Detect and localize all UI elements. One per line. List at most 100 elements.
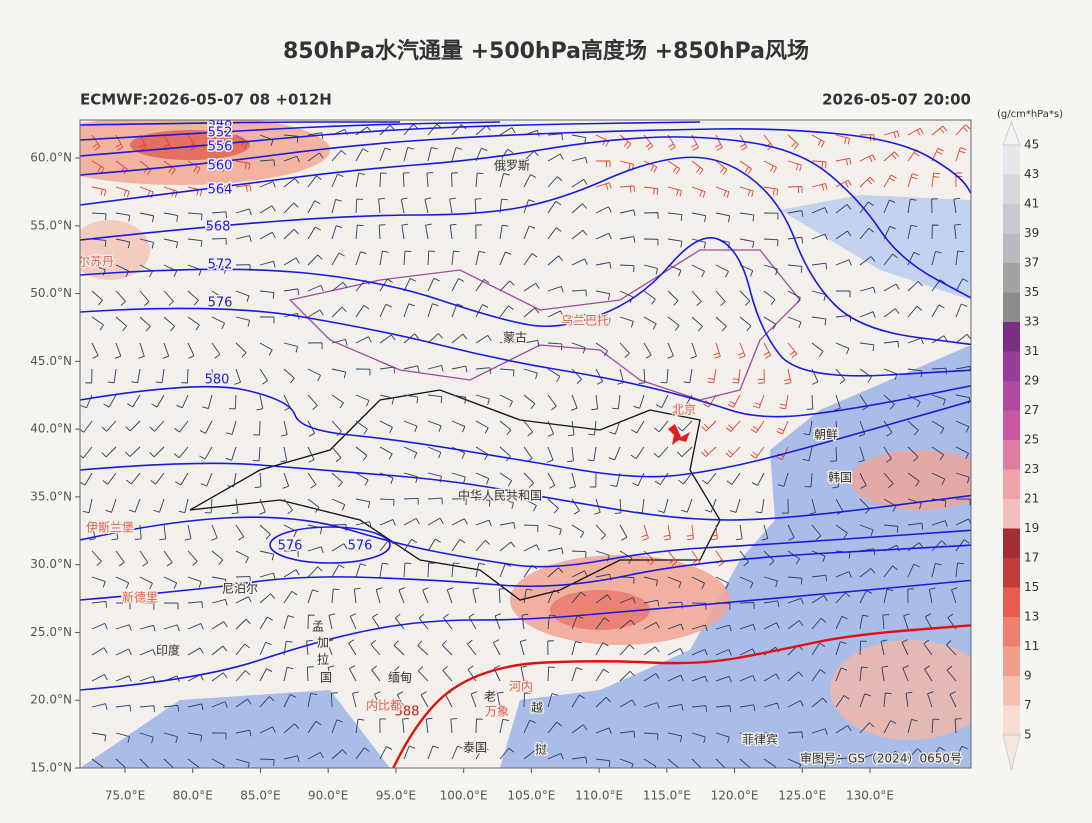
wind-barb [883, 253, 898, 266]
wind-barb [307, 692, 318, 708]
wind-barb [608, 446, 621, 461]
wind-barb [859, 176, 875, 188]
wind-barb [348, 665, 357, 682]
wind-barb [85, 368, 93, 384]
wind-barb [715, 649, 732, 656]
wind-barb [803, 420, 813, 436]
wind-barb [187, 647, 204, 656]
wind-barb [355, 368, 371, 376]
wind-barb [523, 394, 536, 409]
wind-barb [91, 316, 104, 331]
wind-barb [331, 150, 347, 162]
wind-barb [162, 342, 170, 359]
wind-barb [547, 666, 555, 682]
wind-barb [667, 732, 683, 743]
wind-barb [441, 640, 453, 656]
wind-barb [859, 256, 876, 266]
wind-barb [859, 498, 871, 514]
wind-barb [475, 718, 483, 734]
lon-tick-label: 115.0°E [643, 789, 691, 803]
wind-barb [375, 587, 383, 604]
lon-tick-label: 105.0°E [507, 789, 555, 803]
wind-barb [403, 147, 414, 162]
height-contour-588 [392, 624, 971, 768]
wind-barb [163, 316, 175, 332]
wind-barb [571, 178, 588, 188]
place-label: 伊斯兰堡 [86, 520, 134, 535]
wind-barb [595, 342, 608, 357]
wind-barb [763, 600, 780, 608]
wind-barb [835, 259, 852, 266]
wind-barb [259, 668, 273, 682]
wind-barb [571, 756, 588, 764]
place-label: 尼泊尔 [222, 581, 258, 596]
wind-barb [379, 718, 387, 734]
wind-barb [425, 223, 432, 240]
wind-barb [523, 253, 538, 266]
wind-barb [859, 227, 875, 240]
wind-barb [907, 224, 918, 240]
moisture-area [850, 450, 971, 510]
wind-barb [859, 666, 868, 682]
wind-barb [331, 719, 343, 734]
wind-barb [955, 250, 964, 266]
wind-barb [499, 224, 509, 240]
wind-barb [155, 368, 165, 384]
ocean-west [80, 690, 390, 768]
title: 850hPa水汽通量 +500hPa高度场 +850hPa风场 [283, 38, 809, 64]
wind-barb [283, 723, 300, 734]
wind-barb [763, 342, 772, 359]
contour-label: 548 [208, 116, 233, 131]
wind-barb [174, 420, 189, 433]
wind-barb [691, 264, 705, 278]
wind-barb [927, 691, 934, 708]
wind-barb [259, 498, 266, 515]
wind-barb [702, 472, 717, 485]
wind-barb [149, 446, 165, 458]
wind-barb [619, 670, 635, 682]
wind-barb [523, 524, 539, 532]
wind-barb [547, 227, 562, 240]
wind-barb [710, 524, 718, 540]
wind-barb [115, 238, 131, 249]
wind-barb [331, 394, 344, 409]
lat-tick-label: 60.0°N [30, 151, 72, 165]
wind-barb [609, 420, 621, 435]
height-contour [80, 128, 971, 195]
wind-barb [619, 597, 636, 604]
wind-barb [163, 238, 179, 249]
wind-barb [595, 182, 612, 190]
wind-barb [835, 230, 852, 240]
colorbar-segment [1003, 233, 1020, 263]
wind-barb [283, 368, 295, 384]
lat-tick-label: 15.0°N [30, 761, 72, 775]
wind-barb [859, 154, 876, 163]
wind-barb [523, 282, 540, 292]
wind-barb [211, 524, 218, 541]
wind-barb [125, 420, 141, 432]
wind-barb [830, 420, 838, 436]
wind-barb [379, 420, 393, 434]
wind-barb [211, 290, 225, 305]
wind-barb [883, 174, 897, 188]
wind-barb [475, 334, 492, 344]
wind-barb [80, 446, 93, 459]
wind-barb [520, 665, 528, 682]
wind-barb [931, 250, 942, 266]
wind-barb [663, 524, 671, 541]
wind-barb [883, 130, 900, 139]
wind-barb [259, 205, 276, 214]
wind-barb [499, 394, 513, 408]
wind-barb [139, 705, 155, 713]
wind-barb [643, 264, 659, 275]
wind-barb [571, 524, 585, 538]
wind-barb [883, 151, 900, 162]
height-contour [80, 136, 971, 299]
wind-barb [283, 257, 300, 266]
place-label: 乌兰巴托 [561, 313, 609, 328]
moisture-area [830, 640, 971, 740]
wind-barb [931, 446, 945, 461]
wind-barb [654, 472, 669, 486]
wind-barb [735, 524, 743, 541]
colorbar-segment [1003, 292, 1020, 322]
